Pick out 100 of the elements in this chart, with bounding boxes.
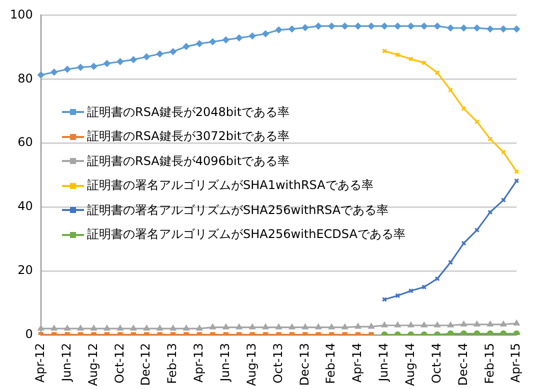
point — [276, 324, 282, 330]
point — [117, 325, 124, 331]
x-tick-label: Jun-12 — [59, 342, 74, 382]
x-tick-label: Apr-14 — [350, 342, 364, 383]
point — [38, 325, 44, 331]
point — [434, 70, 440, 76]
point — [328, 22, 335, 30]
point — [104, 60, 110, 67]
point — [156, 325, 163, 331]
x-tick-label: Aug-13 — [244, 342, 258, 386]
point — [130, 325, 136, 331]
point — [448, 87, 454, 93]
point — [460, 24, 468, 32]
x-tick-label: Feb-15 — [482, 342, 496, 384]
point — [460, 321, 467, 326]
point — [513, 26, 520, 32]
point — [262, 324, 269, 330]
x-tick-label: Dec-14 — [456, 342, 470, 386]
x-tick-label: Apr-13 — [192, 342, 206, 383]
point — [170, 48, 176, 55]
point — [275, 26, 282, 34]
point — [236, 34, 242, 42]
x-tick-label: Aug-14 — [403, 342, 418, 386]
point — [486, 26, 494, 32]
y-tick-label: 20 — [18, 263, 33, 278]
point — [302, 324, 308, 330]
point — [488, 136, 493, 142]
point — [143, 53, 150, 60]
legend-label: 証明書のRSA鍵長が3072bitである率 — [87, 128, 290, 146]
point — [488, 210, 493, 215]
point — [38, 72, 44, 78]
y-tick-label: 0 — [25, 327, 33, 342]
point — [408, 22, 414, 30]
x-tick-label: Feb-14 — [324, 342, 338, 384]
legend-label: 証明書のRSA鍵長が2048bitである率 — [87, 104, 290, 121]
point — [395, 52, 400, 58]
point — [116, 58, 124, 65]
point — [289, 324, 295, 330]
point — [196, 40, 203, 47]
point — [64, 66, 71, 73]
legend-label: 証明書のRSA鍵長が4096bitである率 — [87, 152, 290, 170]
x-tick-label: Oct-12 — [112, 342, 126, 384]
point — [315, 324, 322, 330]
point — [315, 22, 322, 30]
point — [500, 321, 506, 326]
point — [210, 324, 216, 330]
legend-label: 証明書の署名アルゴリズムがSHA256withECDSAである率 — [87, 226, 406, 244]
point — [474, 330, 480, 335]
point — [90, 325, 97, 331]
point — [461, 106, 466, 112]
point — [368, 22, 375, 30]
point — [434, 276, 440, 282]
point — [422, 60, 427, 66]
x-tick-label: Oct-13 — [270, 342, 285, 384]
point — [474, 228, 480, 233]
point — [474, 24, 480, 32]
point — [77, 64, 84, 71]
point — [78, 325, 84, 331]
point — [182, 43, 190, 50]
point — [381, 22, 388, 30]
point — [500, 330, 507, 335]
point — [262, 30, 269, 38]
x-tick-label: Jun-13 — [218, 342, 232, 382]
x-tick-label: Dec-13 — [297, 342, 312, 386]
point — [50, 68, 58, 76]
point — [447, 24, 454, 32]
point — [395, 293, 400, 298]
point — [328, 324, 335, 330]
point — [474, 321, 480, 326]
point — [420, 22, 428, 30]
point — [408, 288, 414, 294]
y-tick-label: 100 — [10, 7, 33, 22]
point — [448, 260, 454, 265]
point — [222, 324, 229, 330]
point — [170, 325, 176, 331]
x-tick-label: Apr-15 — [508, 342, 523, 383]
point — [288, 26, 296, 32]
point — [144, 325, 150, 331]
point — [500, 197, 506, 203]
y-tick-label: 80 — [18, 71, 33, 86]
point — [236, 324, 242, 330]
point — [64, 325, 70, 331]
point — [408, 56, 414, 62]
x-tick-label: Dec-12 — [138, 342, 153, 386]
point — [434, 22, 441, 30]
point — [249, 324, 256, 330]
legend-label: 証明書の署名アルゴリズムがSHA256withRSAである率 — [87, 202, 389, 219]
point — [342, 324, 348, 330]
point — [474, 119, 480, 124]
point — [514, 320, 520, 326]
point — [487, 321, 494, 326]
point — [422, 284, 427, 290]
point — [486, 330, 494, 335]
x-tick-label: Apr-12 — [33, 342, 48, 383]
point — [500, 149, 506, 155]
point — [368, 323, 374, 329]
point — [196, 325, 202, 331]
point — [183, 325, 190, 331]
point — [130, 56, 137, 63]
legend-label: 証明書の署名アルゴリズムがSHA1withRSAである率 — [87, 177, 374, 194]
